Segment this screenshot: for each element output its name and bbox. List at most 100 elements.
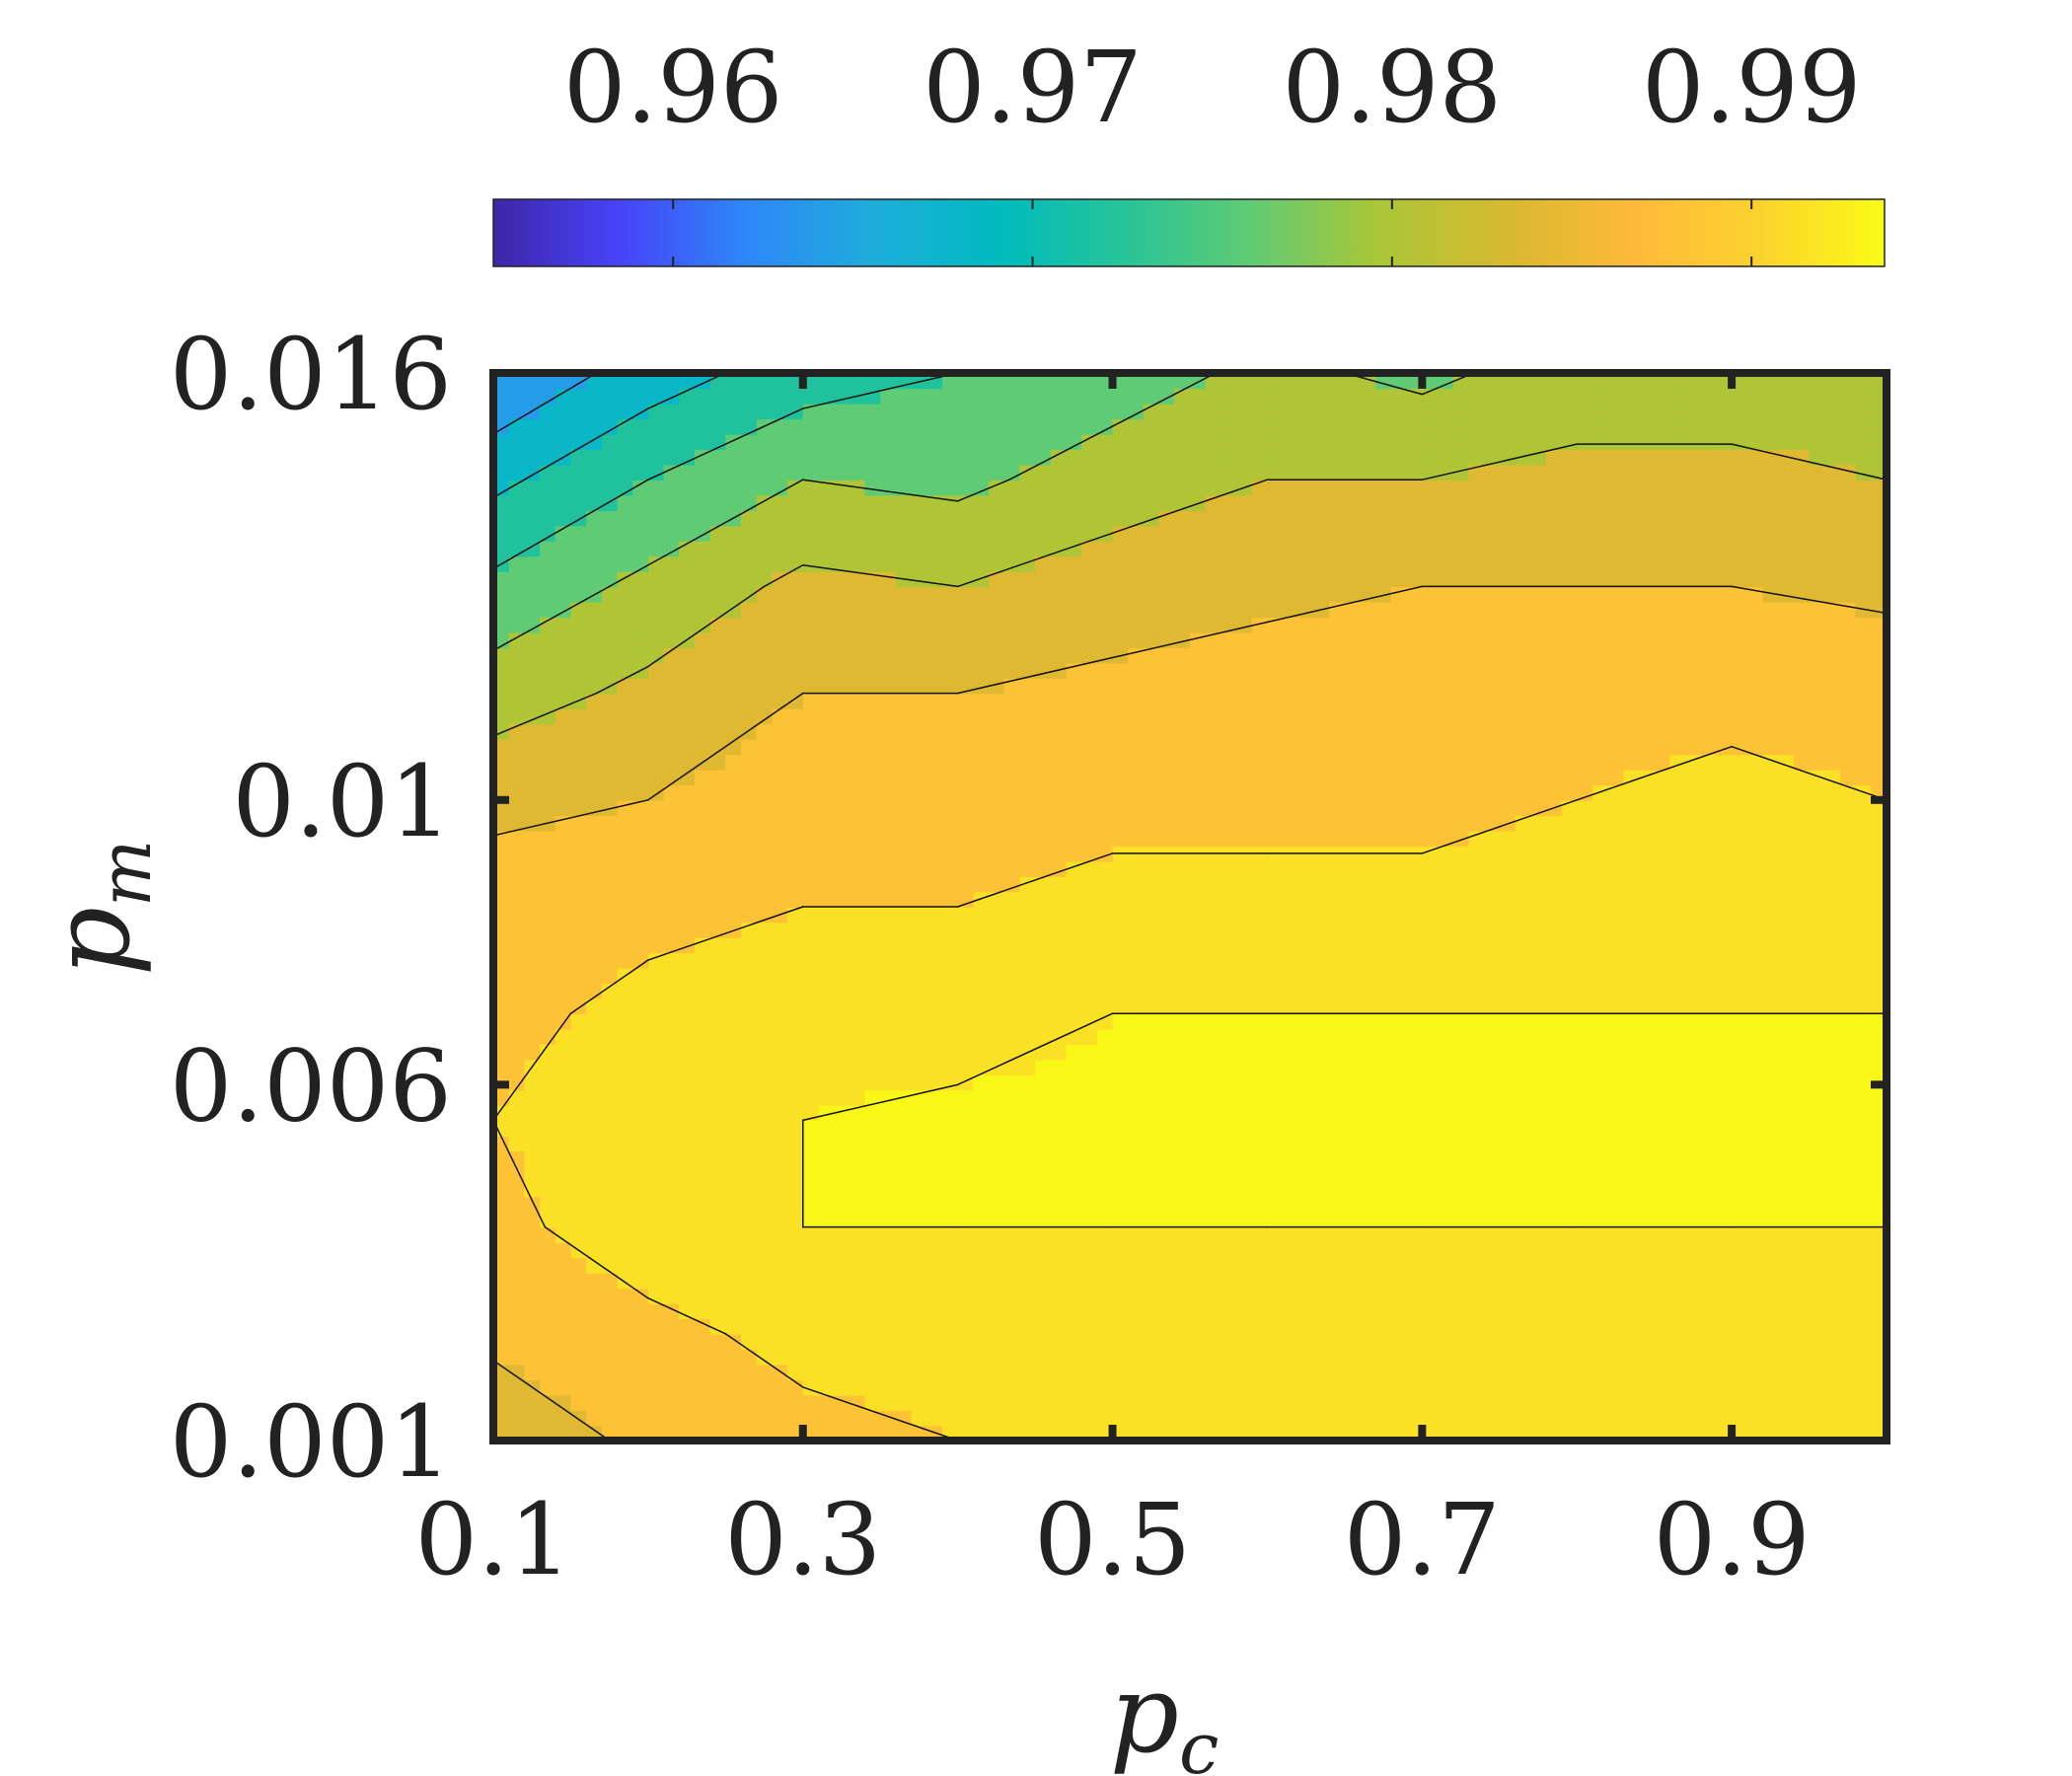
contour-cell: [647, 1089, 665, 1106]
contour-cell: [1452, 1074, 1470, 1091]
contour-cell: [1530, 738, 1547, 756]
contour-cell: [709, 815, 727, 832]
contour-cell: [709, 555, 727, 572]
contour-cell: [1360, 662, 1377, 679]
contour-cell: [1484, 860, 1501, 877]
contour-cell: [1096, 541, 1114, 557]
contour-cell: [911, 952, 928, 969]
contour-cell: [1484, 784, 1501, 801]
contour-cell: [1050, 433, 1068, 451]
contour-cell: [1406, 1104, 1424, 1122]
contour-cell: [1484, 449, 1501, 466]
contour-cell: [1081, 388, 1098, 405]
contour-cell: [911, 846, 928, 862]
contour-cell: [1081, 1150, 1098, 1167]
contour-cell: [787, 1150, 804, 1167]
contour-cell: [895, 754, 913, 771]
contour-cell: [1499, 1196, 1517, 1213]
contour-cell: [647, 860, 665, 877]
contour-cell: [1530, 388, 1547, 405]
contour-cell: [524, 1410, 541, 1427]
contour-cell: [1390, 1059, 1408, 1075]
contour-cell: [911, 1165, 928, 1183]
contour-cell: [1344, 678, 1362, 695]
contour-cell: [741, 418, 758, 435]
contour-cell: [926, 586, 943, 603]
contour-cell: [941, 860, 959, 877]
contour-cell: [1545, 1089, 1563, 1106]
contour-cell: [1422, 494, 1439, 511]
contour-cell: [989, 846, 1005, 862]
contour-cell: [1329, 480, 1346, 496]
contour-cell: [1096, 418, 1114, 435]
contour-cell: [756, 388, 774, 405]
contour-cell: [1375, 480, 1392, 496]
contour-cell: [1422, 983, 1439, 999]
contour-cell: [694, 1089, 711, 1106]
contour-cell: [1035, 754, 1052, 771]
contour-cell: [1390, 1318, 1408, 1335]
contour-cell: [1050, 1226, 1068, 1243]
contour-cell: [540, 1349, 556, 1366]
contour-cell: [1035, 1410, 1052, 1427]
contour-cell: [1003, 1242, 1021, 1259]
contour-cell: [1081, 860, 1098, 877]
contour-cell: [617, 586, 633, 603]
contour-cell: [772, 922, 788, 938]
contour-cell: [632, 555, 649, 572]
contour-cell: [957, 555, 975, 572]
contour-cell: [1406, 784, 1424, 801]
contour-cell: [663, 555, 681, 572]
contour-cell: [709, 1028, 727, 1045]
contour-cell: [1499, 936, 1517, 954]
contour-cell: [570, 647, 587, 664]
contour-cell: [1236, 708, 1253, 725]
contour-cell: [1515, 1333, 1531, 1351]
contour-cell: [1096, 662, 1114, 679]
contour-cell: [1035, 403, 1052, 420]
contour-cell: [1251, 815, 1269, 832]
contour-cell: [617, 433, 633, 451]
contour-cell: [647, 1150, 665, 1167]
contour-cell: [941, 373, 959, 390]
contour-cell: [787, 1318, 804, 1335]
contour-cell: [1545, 403, 1563, 420]
contour-cell: [1003, 891, 1021, 908]
contour-cell: [1081, 1196, 1098, 1213]
contour-cell: [1205, 1013, 1222, 1030]
contour-cell: [493, 647, 510, 664]
contour-cell: [601, 1364, 619, 1380]
contour-cell: [756, 510, 774, 527]
contour-cell: [601, 541, 619, 557]
contour-cell: [1158, 1212, 1176, 1228]
contour-cell: [772, 403, 788, 420]
contour-cell: [1112, 1104, 1130, 1122]
contour-cell: [864, 738, 882, 756]
contour-cell: [802, 983, 820, 999]
contour-cell: [741, 1364, 758, 1380]
contour-cell: [1468, 952, 1485, 969]
contour-cell: [849, 799, 866, 817]
contour-cell: [1499, 373, 1517, 390]
contour-cell: [895, 555, 913, 572]
contour-cell: [1221, 1288, 1237, 1304]
contour-cell: [540, 891, 556, 908]
contour-cell: [1019, 1318, 1036, 1335]
contour-cell: [1344, 541, 1362, 557]
contour-cell: [1438, 1013, 1454, 1030]
contour-cell: [1530, 1089, 1547, 1106]
contour-cell: [1019, 1364, 1036, 1380]
contour-cell: [772, 1135, 788, 1152]
contour-cell: [1452, 1272, 1470, 1290]
contour-cell: [1019, 936, 1036, 954]
contour-cell: [957, 510, 975, 527]
contour-cell: [1221, 647, 1237, 664]
contour-cell: [1081, 967, 1098, 985]
contour-cell: [864, 846, 882, 862]
contour-cell: [1251, 876, 1269, 893]
contour-cell: [1390, 601, 1408, 619]
contour-cell: [1545, 723, 1563, 740]
contour-cell: [1577, 601, 1593, 619]
contour-cell: [1143, 1333, 1160, 1351]
